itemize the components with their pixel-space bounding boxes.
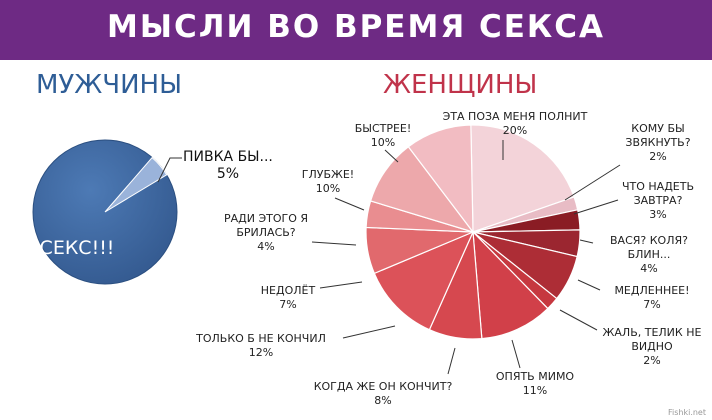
leader-line-only [342, 325, 396, 339]
women-pie-slice-7 [472, 230, 549, 340]
title-banner: МЫСЛИ ВО ВРЕМЯ СЕКСА [0, 0, 712, 60]
label-call: КОМУ БЫ ЗВЯКНУТЬ? 2% [612, 122, 704, 164]
women-pie-slice-9 [373, 230, 475, 331]
label-short: НЕДОЛЁТ 7% [248, 284, 328, 312]
label-beer-pct: 5% [216, 166, 240, 182]
label-deeper: ГЛУБЖЕ! 10% [288, 168, 368, 196]
label-deeper-text: ГЛУБЖЕ! [301, 168, 355, 181]
men-pie: СЕКС!!! [32, 139, 178, 285]
men-pie-slice-beer [104, 156, 168, 213]
leader-line-miss [511, 339, 521, 369]
label-pose: ЭТА ПОЗА МЕНЯ ПОЛНИТ 20% [440, 110, 590, 138]
label-miss-pct: 11% [522, 384, 548, 397]
label-deeper-pct: 10% [315, 182, 341, 195]
label-only-text: ТОЛЬКО Б НЕ КОНЧИЛ [196, 332, 326, 345]
label-names: ВАСЯ? КОЛЯ? БЛИН... 4% [594, 234, 704, 276]
label-short-text: НЕДОЛЁТ [260, 284, 316, 297]
leader-line-names [579, 239, 594, 244]
label-faster: БЫСТРЕЕ! 10% [338, 122, 428, 150]
label-wear-text: ЧТО НАДЕТЬ ЗАВТРА? [621, 180, 695, 207]
label-short-pct: 7% [279, 298, 297, 311]
label-names-text: ВАСЯ? КОЛЯ? БЛИН... [610, 234, 688, 261]
women-pie-slice-13 [407, 124, 474, 234]
leader-line-tv [559, 309, 598, 331]
leader-line-slower [577, 279, 601, 291]
label-beer-text: ПИВКА БЫ... [183, 149, 273, 165]
label-wear: ЧТО НАДЕТЬ ЗАВТРА? 3% [612, 180, 704, 222]
label-faster-text: БЫСТРЕЕ! [354, 122, 412, 135]
label-when-pct: 8% [374, 394, 392, 407]
label-shave-pct: 4% [257, 240, 275, 253]
men-chart-title: МУЖЧИНЫ [36, 70, 183, 100]
leader-line-faster [384, 149, 399, 163]
men-pie-label-sex: СЕКС!!! [40, 237, 115, 259]
leader-line-deeper [334, 197, 365, 211]
label-shave: РАДИ ЭТОГО Я БРИЛАСЬ? 4% [216, 212, 316, 254]
label-call-text: КОМУ БЫ ЗВЯКНУТЬ? [625, 122, 691, 149]
label-when: КОГДА ЖЕ ОН КОНЧИТ? 8% [298, 380, 468, 408]
leader-line-short [319, 281, 363, 289]
leader-line-when [447, 347, 456, 375]
label-miss: ОПЯТЬ МИМО 11% [480, 370, 590, 398]
label-tv: ЖАЛЬ, ТЕЛИК НЕ ВИДНО 2% [598, 326, 706, 368]
label-pose-pct: 20% [502, 124, 528, 137]
label-shave-text: РАДИ ЭТОГО Я БРИЛАСЬ? [223, 212, 309, 239]
watermark: Fishki.net [667, 408, 706, 417]
label-when-text: КОГДА ЖЕ ОН КОНЧИТ? [313, 380, 453, 393]
label-slower: МЕДЛЕННЕЕ! 7% [600, 284, 704, 312]
label-wear-pct: 3% [649, 208, 667, 221]
label-call-pct: 2% [649, 150, 667, 163]
label-tv-text: ЖАЛЬ, ТЕЛИК НЕ ВИДНО [602, 326, 702, 353]
leader-line-call [564, 164, 621, 201]
women-pie [365, 124, 581, 340]
label-leader-lines [157, 140, 621, 375]
label-slower-pct: 7% [643, 298, 661, 311]
label-miss-text: ОПЯТЬ МИМО [495, 370, 575, 383]
label-beer: ПИВКА БЫ... 5% [183, 149, 273, 183]
leader-line-wear [573, 199, 619, 215]
label-pose-text: ЭТА ПОЗА МЕНЯ ПОЛНИТ [442, 110, 588, 123]
label-only: ТОЛЬКО Б НЕ КОНЧИЛ 12% [176, 332, 346, 360]
page-title: МЫСЛИ ВО ВРЕМЯ СЕКСА [106, 9, 606, 45]
leader-line-beer [157, 157, 182, 183]
label-tv-pct: 2% [643, 354, 661, 367]
label-faster-pct: 10% [370, 136, 396, 149]
label-slower-text: МЕДЛЕННЕЕ! [614, 284, 690, 297]
leader-line-shave [311, 241, 357, 246]
women-chart-title: ЖЕНЩИНЫ [383, 70, 538, 100]
label-names-pct: 4% [640, 262, 658, 275]
label-only-pct: 12% [248, 346, 274, 359]
